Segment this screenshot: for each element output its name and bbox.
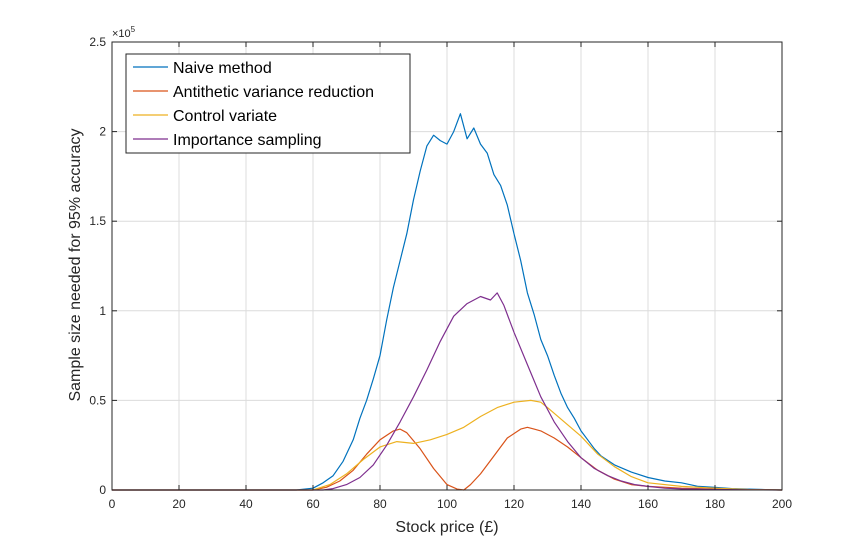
x-tick-label: 60 (306, 497, 320, 511)
x-tick-label: 20 (172, 497, 186, 511)
y-axis-label: Sample size needed for 95% accuracy (67, 128, 84, 401)
y-axis-exponent-label: ×105 (112, 25, 136, 40)
series-line-naive-method (112, 113, 783, 491)
legend-label-antithetic-variance-reduction: Antithetic variance reduction (173, 84, 374, 101)
x-tick-label: 0 (109, 497, 116, 511)
y-tick-label: 1 (99, 304, 106, 318)
series-line-control-variate (112, 399, 783, 491)
legend-label-naive-method: Naive method (173, 60, 272, 77)
x-tick-label: 80 (373, 497, 387, 511)
x-axis-ticks: 0 20 40 60 80 100 120 140 160 180 200 (109, 42, 792, 511)
x-tick-label: 100 (437, 497, 457, 511)
x-axis-label: Stock price (£) (395, 519, 498, 536)
y-tick-label: 0.5 (89, 393, 106, 407)
legend-box (125, 53, 411, 154)
series-line-importance-sampling (112, 292, 783, 491)
x-tick-label: 140 (571, 497, 591, 511)
legend-label-control-variate: Control variate (173, 108, 277, 125)
legend-label-importance-sampling: Importance sampling (173, 132, 322, 149)
y-tick-label: 2 (99, 125, 106, 139)
x-tick-label: 40 (239, 497, 253, 511)
y-tick-label: 2.5 (89, 35, 106, 49)
x-tick-label: 120 (504, 497, 524, 511)
series-group (112, 113, 783, 491)
legend: Naive method Antithetic variance reductio… (125, 53, 411, 154)
x-tick-label: 160 (638, 497, 658, 511)
y-tick-label: 0 (99, 483, 106, 497)
y-axis-ticks: 0 0.5 1 1.5 2 2.5 (89, 35, 782, 497)
y-tick-label: 1.5 (89, 214, 106, 228)
x-tick-label: 180 (705, 497, 725, 511)
x-tick-label: 200 (772, 497, 792, 511)
